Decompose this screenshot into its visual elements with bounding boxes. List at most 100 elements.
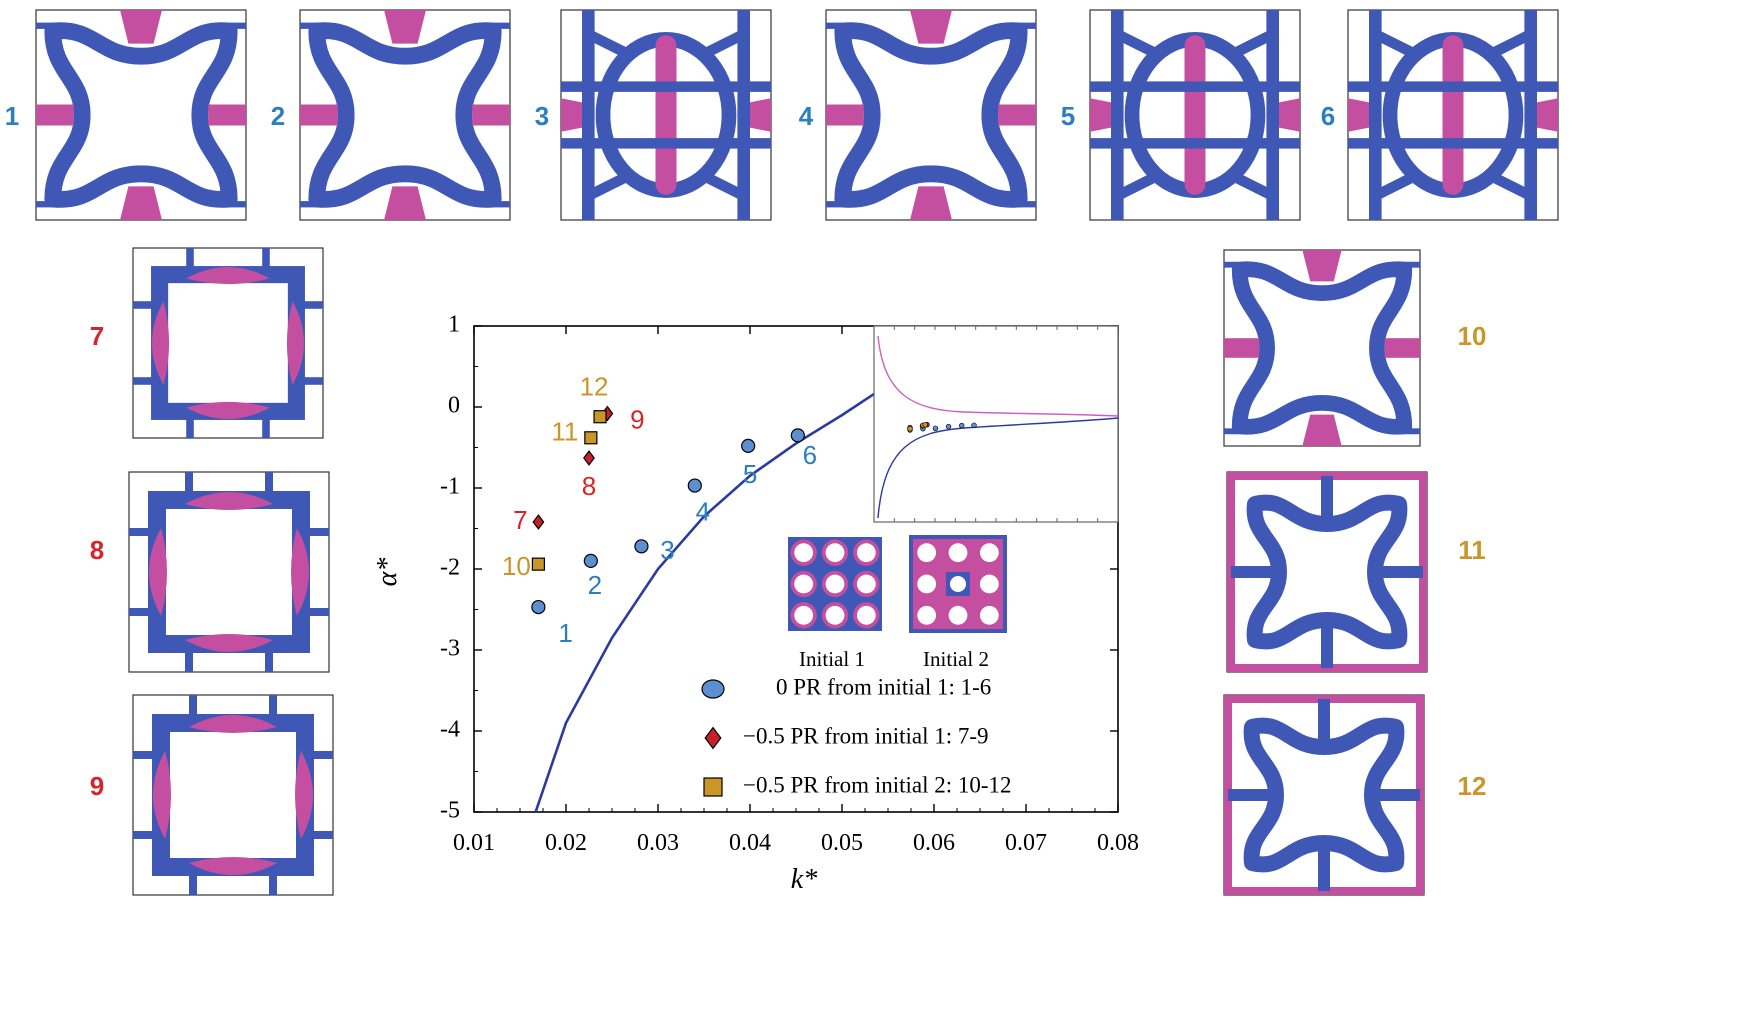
legend-marker-diamond	[704, 726, 722, 750]
y-tick-label: -3	[440, 636, 460, 662]
unit-cell-label: 11	[1458, 535, 1486, 565]
y-axis: 10-1-2-3-4-5	[440, 312, 1118, 824]
unit-cell-pattern	[561, 10, 771, 220]
data-label-3: 3	[660, 535, 674, 565]
unit-cell-label: 5	[1061, 101, 1075, 131]
inset-marker-10	[907, 426, 913, 432]
inset-upper-bound	[877, 335, 1119, 417]
inset-lower-bound	[877, 417, 1119, 519]
x-tick-label: 0.01	[453, 830, 495, 856]
unit-cell-label: 7	[90, 321, 104, 351]
data-point-1	[531, 599, 546, 615]
inset-marker-3	[932, 425, 939, 431]
unit-cell-label: 2	[271, 101, 285, 131]
x-axis-label: k*	[791, 864, 817, 895]
inset-plot	[873, 325, 1119, 523]
x-tick-label: 0.07	[1005, 830, 1047, 856]
unit-cell-3: 3	[535, 9, 772, 221]
unit-cell-5: 5	[1061, 9, 1301, 221]
data-point-5	[741, 438, 756, 453]
unit-cell-7: 7	[90, 247, 324, 439]
initial-hole	[979, 605, 999, 625]
unit-cell-pattern	[1090, 10, 1300, 220]
legend-marker-square	[703, 777, 723, 797]
y-axis-label: α*	[372, 558, 403, 587]
initial-hole	[856, 605, 876, 625]
data-label-8: 8	[582, 471, 596, 501]
data-point-7	[532, 514, 545, 530]
data-label-10: 10	[502, 551, 531, 581]
initial-hole	[794, 574, 814, 594]
initial-hole	[917, 605, 937, 625]
legend: 0 PR from initial 1: 1-6 −0.5 PR from ini…	[701, 674, 1012, 797]
initial-border	[909, 535, 1007, 633]
unit-cell-8: 8	[90, 471, 330, 673]
unit-cell-11: 11	[1226, 471, 1486, 673]
unit-cell-6: 6	[1321, 9, 1559, 221]
unit-cell-9: 9	[90, 694, 334, 896]
data-label-6: 6	[803, 440, 817, 470]
initial-hole	[856, 574, 876, 594]
unit-cell-12: 12	[1223, 694, 1487, 896]
initial-hole	[979, 543, 999, 563]
inset-frame	[873, 325, 1119, 523]
inset-marker-12	[922, 422, 928, 428]
y-tick-label: -2	[440, 555, 460, 581]
unit-cell-label: 9	[90, 771, 104, 801]
x-tick-label: 0.02	[545, 830, 587, 856]
scatter-chart: 0.01 0.02 0.03 0.04 0.05 0.06 0.07 0.0810-1-2-3…	[372, 312, 1139, 896]
initial-hole	[917, 543, 937, 563]
data-point-8	[583, 450, 595, 466]
initial-1-label: Initial 1	[799, 647, 865, 671]
data-label-9: 9	[630, 404, 644, 434]
unit-cell-label: 10	[1458, 321, 1487, 351]
data-label-12: 12	[580, 372, 609, 402]
initial-hole	[948, 605, 968, 625]
y-tick-label: 0	[448, 393, 460, 419]
unit-cell-label: 8	[90, 535, 104, 565]
inset-marker-4	[945, 423, 952, 430]
data-point-6	[790, 428, 805, 443]
x-tick-label: 0.06	[913, 830, 955, 856]
legend-label-diamond: −0.5 PR from initial 1: 7-9	[743, 723, 989, 748]
x-tick-label: 0.03	[637, 830, 679, 856]
unit-cell-2: 2	[271, 9, 511, 221]
data-label-1: 1	[558, 618, 572, 648]
x-axis: 0.01 0.02 0.03 0.04 0.05 0.06 0.07 0.08	[453, 326, 1139, 856]
data-point-11	[584, 431, 598, 445]
y-tick-label: -1	[440, 474, 460, 500]
series-diamond: 7 8 9	[513, 404, 644, 535]
initial-hole	[979, 574, 999, 594]
unit-cell-label: 12	[1458, 771, 1487, 801]
legend-marker-circle	[701, 679, 725, 699]
unit-cell-label: 1	[5, 101, 19, 131]
inset-marker-6	[971, 422, 977, 428]
y-tick-label: 1	[448, 312, 460, 338]
unit-cell-label: 4	[799, 101, 814, 131]
initial-hole	[948, 543, 968, 563]
bound-curve	[534, 389, 880, 813]
initial-hole	[856, 543, 876, 563]
initial-hole	[794, 543, 814, 563]
data-label-7: 7	[513, 505, 527, 535]
y-tick-label: -5	[440, 798, 460, 824]
legend-label-square: −0.5 PR from initial 2: 10-12	[743, 772, 1012, 797]
x-tick-label: 0.05	[821, 830, 863, 856]
initial-2-pattern	[909, 535, 1007, 633]
data-label-2: 2	[588, 570, 602, 600]
data-point-4	[687, 478, 702, 493]
initial-hole	[794, 605, 814, 625]
y-tick-label: -4	[440, 717, 460, 743]
initial-hole	[825, 543, 845, 563]
unit-cell-label: 6	[1321, 101, 1335, 131]
data-point-12	[593, 410, 607, 424]
initial-hole	[917, 574, 937, 594]
data-point-2	[583, 553, 598, 569]
unit-cell-10: 10	[1223, 249, 1487, 447]
initial-1-pattern	[788, 537, 882, 631]
data-label-4: 4	[696, 496, 710, 526]
